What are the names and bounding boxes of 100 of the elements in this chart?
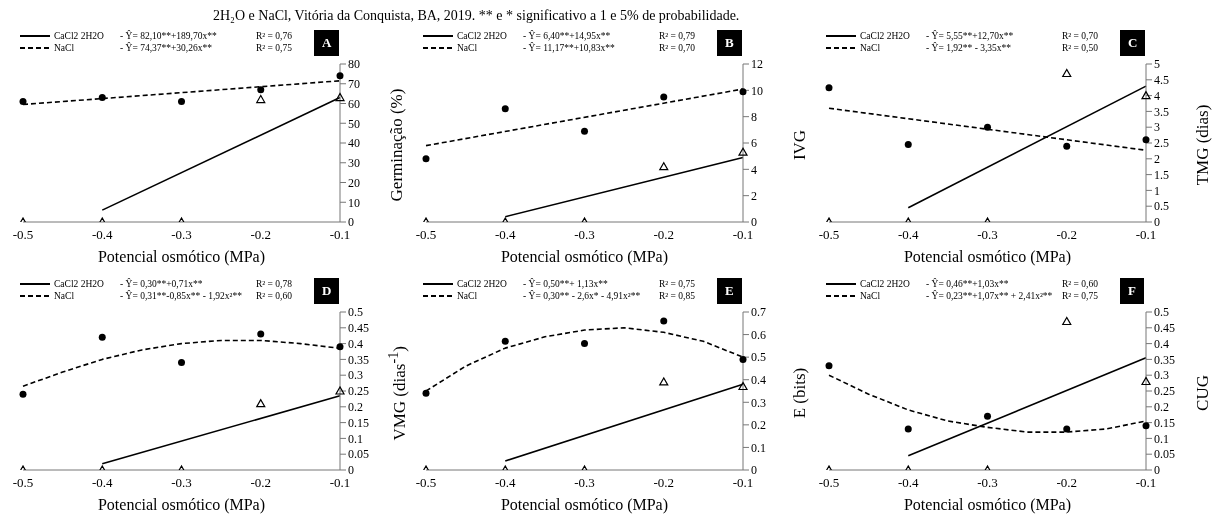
- point: [1142, 422, 1150, 430]
- legend-label: CaCl2 2H2O: [860, 278, 911, 290]
- x-tick-label: -0.5: [415, 475, 437, 491]
- x-tick-label: -0.1: [732, 227, 754, 243]
- y-tick-label: 0.15: [1154, 415, 1175, 430]
- y-axis-title: Germinação (%): [387, 88, 407, 202]
- y-tick-label: 4: [1154, 88, 1160, 103]
- text: R² = 0,75: [1062, 290, 1098, 302]
- point: [904, 141, 912, 149]
- point: [825, 84, 833, 92]
- chart-title: E: [717, 278, 742, 304]
- y-tick-label: 0.3: [348, 368, 363, 383]
- point: [1062, 68, 1072, 78]
- y-tick-label: 0.3: [751, 395, 766, 410]
- y-tick-label: 0.2: [1154, 400, 1169, 415]
- point: [904, 425, 912, 433]
- text: - Ŷ= 5,55**+12,70x**: [926, 30, 1015, 42]
- x-tick-label: -0.4: [897, 227, 920, 243]
- y-tick-label: 2.5: [1154, 136, 1169, 151]
- x-tick-label: -0.3: [574, 475, 595, 491]
- point: [336, 343, 344, 351]
- y-tick-label: 0.25: [1154, 384, 1175, 399]
- y-tick-label: 0.5: [751, 350, 766, 365]
- point: [581, 340, 588, 348]
- x-tick-label: -0.3: [977, 227, 998, 243]
- point: [659, 162, 669, 171]
- text: R² = 0,85: [659, 290, 695, 302]
- x-tick-label: -0.4: [494, 227, 517, 243]
- x-tick-label: -0.1: [1135, 227, 1157, 243]
- x-axis-title: Potencial osmótico (MPa): [500, 248, 669, 266]
- point: [1063, 425, 1071, 433]
- point: [98, 333, 106, 341]
- point: [738, 147, 748, 156]
- y-tick-label: 0.05: [1154, 447, 1175, 462]
- legend-label: NaCl: [457, 42, 479, 54]
- x-axis-title: Potencial osmótico (MPa): [903, 496, 1072, 514]
- y-tick-label: 0: [348, 215, 354, 230]
- legend-label: NaCl: [457, 290, 479, 302]
- x-tick-label: -0.1: [1135, 475, 1157, 491]
- x-tick-label: -0.4: [494, 475, 517, 491]
- x-tick-label: -0.1: [329, 227, 351, 243]
- y-tick-label: 0: [1154, 463, 1160, 478]
- y-tick-label: 0: [751, 215, 757, 230]
- point: [335, 386, 345, 395]
- y-tick-label: 0.1: [348, 431, 363, 446]
- text: - Ŷ= 82,10**+189,70x**: [120, 30, 218, 42]
- x-tick-label: -0.5: [818, 475, 840, 491]
- point: [178, 98, 185, 106]
- legend-label: CaCl2 2H2O: [54, 278, 105, 290]
- y-tick-label: 0.5: [1154, 305, 1169, 320]
- legend-label: CaCl2 2H2O: [54, 30, 105, 42]
- text: R² = 0,76: [256, 30, 292, 42]
- text: - Ŷ= 0,23**+1,07x** + 2,41x²**: [926, 290, 1054, 302]
- legend-label: CaCl2 2H2O: [457, 30, 508, 42]
- x-tick-label: -0.2: [653, 227, 675, 243]
- point: [178, 359, 185, 367]
- point: [660, 317, 668, 325]
- point: [825, 362, 833, 370]
- y-tick-label: 4.5: [1154, 73, 1169, 88]
- y-tick-label: 0.25: [348, 384, 369, 399]
- y-axis-title: E (bits): [790, 367, 810, 419]
- x-axis-title: Potencial osmótico (MPa): [903, 248, 1072, 266]
- text: - Ŷ= 0,50**+ 1,13x**: [523, 278, 609, 290]
- legend-label: NaCl: [54, 290, 76, 302]
- y-tick-label: 4: [751, 162, 757, 177]
- y-tick-label: 0.35: [1154, 352, 1175, 367]
- text: - Ŷ= 11,17**+10,83x**: [523, 42, 616, 54]
- y-axis-title: CUG: [1193, 375, 1213, 411]
- y-tick-label: 30: [348, 156, 360, 171]
- x-axis-title: Potencial osmótico (MPa): [500, 496, 669, 514]
- point: [501, 105, 509, 113]
- text: R² = 0,60: [256, 290, 292, 302]
- x-tick-label: -0.4: [91, 227, 114, 243]
- y-tick-label: 0.5: [1154, 199, 1169, 214]
- y-tick-label: 0.7: [751, 305, 766, 320]
- point: [1141, 376, 1151, 386]
- point: [501, 337, 509, 345]
- y-tick-label: 2: [751, 188, 757, 203]
- y-tick-label: 40: [348, 136, 360, 151]
- x-tick-label: -0.2: [250, 475, 272, 491]
- y-tick-label: 6: [751, 136, 757, 151]
- point: [1142, 136, 1150, 144]
- x-tick-label: -0.2: [1056, 475, 1078, 491]
- legend-label: CaCl2 2H2O: [860, 30, 911, 42]
- point: [257, 86, 265, 94]
- y-tick-label: 0: [751, 463, 757, 478]
- y-tick-label: 0.1: [1154, 431, 1169, 446]
- point: [738, 381, 748, 391]
- point: [19, 98, 27, 106]
- point: [256, 94, 266, 104]
- text: R² = 0,78: [256, 278, 292, 290]
- x-tick-label: -0.2: [653, 475, 675, 491]
- x-tick-label: -0.3: [977, 475, 998, 491]
- point: [1141, 91, 1151, 100]
- y-tick-label: 0.2: [348, 400, 363, 415]
- chart-title: B: [717, 30, 742, 56]
- point: [98, 94, 106, 102]
- point: [659, 377, 669, 386]
- point: [984, 123, 991, 131]
- point: [984, 412, 991, 420]
